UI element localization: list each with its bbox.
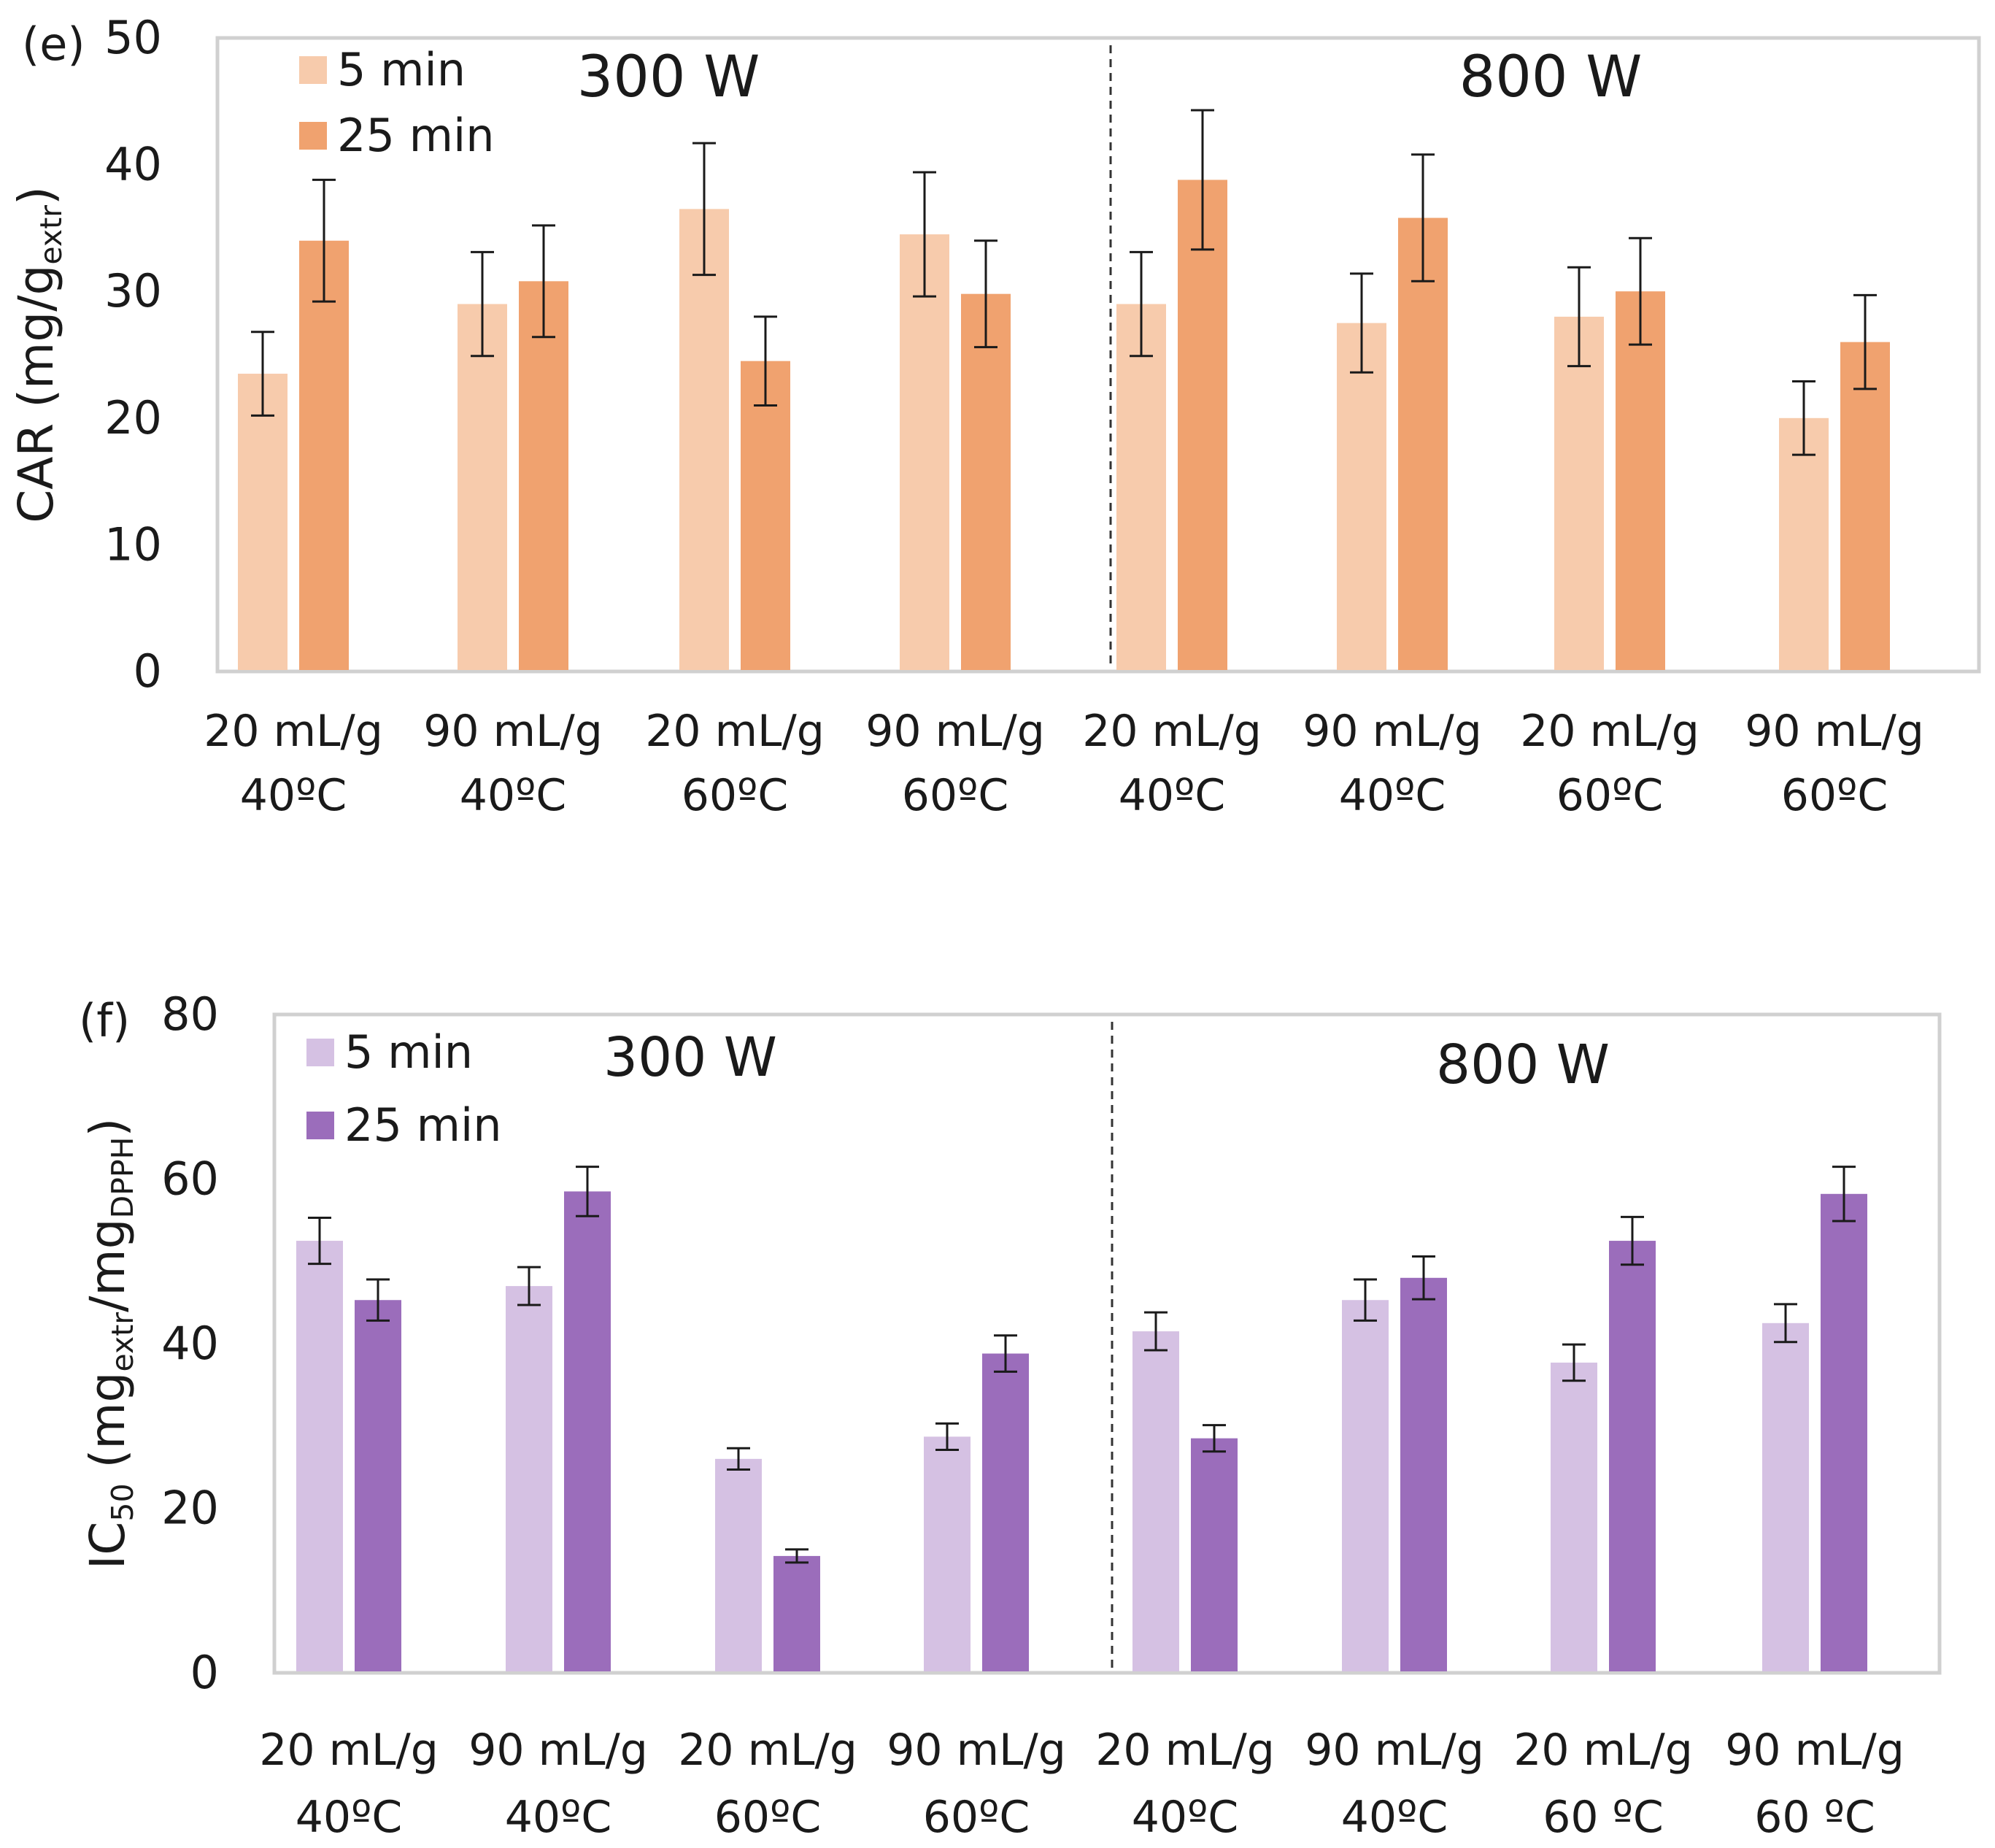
bar-5-min xyxy=(296,1241,343,1671)
x-tick-label: 20 mL/g xyxy=(1082,706,1262,757)
panel-label: (f) xyxy=(79,994,130,1047)
y-tick-label: 0 xyxy=(190,1646,219,1699)
bar-25-min xyxy=(1191,1438,1238,1671)
legend-swatch xyxy=(299,56,327,84)
x-tick-label: 60 ºC xyxy=(1543,1792,1664,1843)
bar-5-min xyxy=(1551,1362,1597,1671)
bar-25-min xyxy=(1398,217,1448,671)
bar-5-min xyxy=(458,304,507,670)
x-tick-label: 40ºC xyxy=(1119,770,1226,821)
x-tick-label: 40ºC xyxy=(240,770,347,821)
chart-panel-e: (e) 0 10 20 30 40 50 CAR (mg/gextr) 300 W 800 W 20… xyxy=(8,11,1981,821)
plot-frame xyxy=(215,36,1981,674)
bar-25-min xyxy=(961,293,1011,670)
x-tick-label: 60ºC xyxy=(1781,770,1888,821)
legend-swatch xyxy=(299,122,327,150)
x-tick-label: 20 mL/g xyxy=(678,1725,857,1776)
bar-5-min xyxy=(1116,304,1166,670)
bar-25-min xyxy=(1609,1241,1656,1671)
y-tick-label: 20 xyxy=(104,391,162,444)
x-tick-label: 60ºC xyxy=(902,770,1009,821)
bar-25-min xyxy=(564,1191,611,1671)
bar-25-min xyxy=(355,1300,401,1671)
bar-5-min xyxy=(1132,1331,1179,1671)
bar-5-min xyxy=(1342,1300,1389,1671)
chart-panel-f: (f) 0 20 40 60 80 IC50 (mgextr/mgDPPH) 300 W 800… xyxy=(79,987,1942,1843)
x-tick-label: 90 mL/g xyxy=(1745,706,1924,757)
y-axis-label: CAR (mg/gextr) xyxy=(8,186,69,523)
legend-swatch xyxy=(306,1112,334,1139)
y-tick-label: 80 xyxy=(161,987,219,1041)
y-tick-label: 10 xyxy=(104,517,162,571)
x-tick-label: 90 mL/g xyxy=(1305,1725,1484,1776)
legend-label: 25 min xyxy=(344,1098,502,1152)
bar-5-min xyxy=(715,1458,762,1671)
y-tick-label: 20 xyxy=(161,1482,219,1535)
legend-label: 25 min xyxy=(337,109,495,162)
y-tick-label: 40 xyxy=(104,138,162,191)
bar-5-min xyxy=(1779,417,1829,670)
bar-25-min xyxy=(299,240,349,670)
x-tick-label: 20 mL/g xyxy=(1095,1725,1275,1776)
bar-25-min xyxy=(1616,291,1665,670)
bar-5-min xyxy=(1554,316,1604,670)
x-tick-label: 20 mL/g xyxy=(645,706,825,757)
bar-5-min xyxy=(1337,323,1386,670)
x-tick-label: 60ºC xyxy=(923,1792,1030,1843)
x-tick-label: 40ºC xyxy=(1341,1792,1448,1843)
x-tick-label: 90 mL/g xyxy=(1725,1725,1905,1776)
x-tick-label: 90 mL/g xyxy=(865,706,1045,757)
bar-5-min xyxy=(1762,1323,1809,1671)
legend-label: 5 min xyxy=(344,1025,473,1079)
legend-label: 5 min xyxy=(337,43,466,96)
y-tick-label: 0 xyxy=(134,644,162,698)
y-tick-label: 50 xyxy=(104,11,162,64)
group-label-800w: 800 W xyxy=(1436,1033,1610,1096)
bar-25-min xyxy=(1821,1193,1867,1671)
x-tick-label: 90 mL/g xyxy=(468,1725,648,1776)
legend-swatch xyxy=(306,1039,334,1066)
bar-25-min xyxy=(1178,180,1227,670)
bar-25-min xyxy=(1400,1277,1447,1671)
bar-25-min xyxy=(741,361,790,670)
group-label-300w: 300 W xyxy=(603,1026,777,1089)
x-tick-label: 20 mL/g xyxy=(259,1725,439,1776)
x-tick-label: 40ºC xyxy=(460,770,567,821)
x-tick-label: 60ºC xyxy=(1556,770,1664,821)
x-tick-label: 60ºC xyxy=(682,770,789,821)
bar-5-min xyxy=(679,209,729,670)
group-label-300w: 300 W xyxy=(577,45,760,110)
x-tick-label: 90 mL/g xyxy=(1303,706,1482,757)
bar-5-min xyxy=(506,1286,552,1671)
x-tick-label: 60 ºC xyxy=(1754,1792,1875,1843)
x-tick-label: 20 mL/g xyxy=(204,706,383,757)
x-tick-label: 40ºC xyxy=(505,1792,612,1843)
x-tick-label: 40ºC xyxy=(1339,770,1446,821)
x-tick-label: 60ºC xyxy=(714,1792,822,1843)
plot-frame xyxy=(272,1012,1942,1675)
x-tick-label: 40ºC xyxy=(296,1792,403,1843)
y-tick-label: 40 xyxy=(161,1317,219,1370)
bar-25-min xyxy=(519,281,568,670)
x-tick-label: 90 mL/g xyxy=(423,706,603,757)
x-tick-label: 20 mL/g xyxy=(1513,1725,1693,1776)
x-tick-label: 90 mL/g xyxy=(887,1725,1066,1776)
x-tick-label: 40ºC xyxy=(1132,1792,1239,1843)
y-tick-label: 60 xyxy=(161,1152,219,1206)
y-axis-label: IC50 (mgextr/mgDPPH) xyxy=(80,1118,140,1569)
bar-25-min xyxy=(773,1555,820,1671)
bar-25-min xyxy=(982,1353,1029,1671)
panel-label: (e) xyxy=(22,18,85,71)
y-tick-label: 30 xyxy=(104,264,162,317)
x-tick-label: 20 mL/g xyxy=(1520,706,1699,757)
bar-25-min xyxy=(1840,342,1890,670)
group-label-800w: 800 W xyxy=(1459,45,1643,110)
bar-5-min xyxy=(900,234,949,671)
bar-5-min xyxy=(924,1436,971,1671)
bar-5-min xyxy=(238,374,288,670)
